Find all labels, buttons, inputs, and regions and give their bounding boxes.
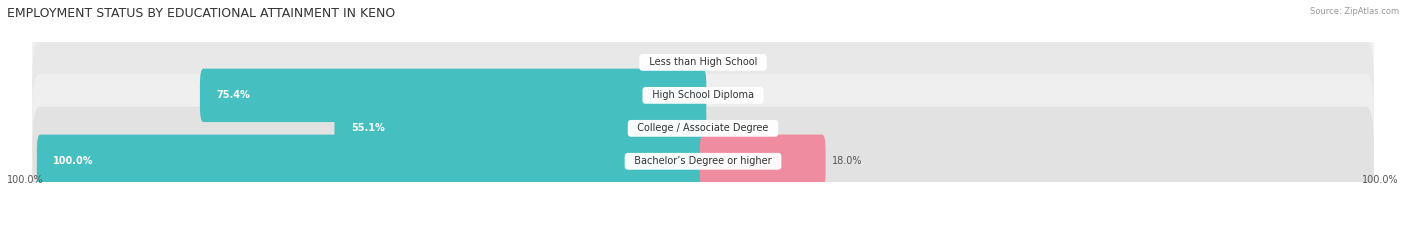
FancyBboxPatch shape [200, 69, 706, 122]
Text: 0.0%: 0.0% [713, 57, 737, 67]
Text: 0.0%: 0.0% [713, 90, 737, 100]
FancyBboxPatch shape [700, 135, 825, 188]
FancyBboxPatch shape [335, 102, 706, 155]
Text: 0.0%: 0.0% [669, 57, 693, 67]
FancyBboxPatch shape [32, 41, 1374, 150]
Text: EMPLOYMENT STATUS BY EDUCATIONAL ATTAINMENT IN KENO: EMPLOYMENT STATUS BY EDUCATIONAL ATTAINM… [7, 7, 395, 20]
Text: 55.1%: 55.1% [352, 123, 385, 133]
Text: 75.4%: 75.4% [217, 90, 250, 100]
FancyBboxPatch shape [37, 135, 706, 188]
FancyBboxPatch shape [32, 106, 1374, 216]
Text: 100.0%: 100.0% [1362, 175, 1399, 185]
FancyBboxPatch shape [32, 74, 1374, 183]
Text: 0.0%: 0.0% [713, 123, 737, 133]
Legend: In Labor Force, Unemployed: In Labor Force, Unemployed [605, 231, 801, 233]
Text: 18.0%: 18.0% [832, 156, 863, 166]
Text: College / Associate Degree: College / Associate Degree [631, 123, 775, 133]
Text: 100.0%: 100.0% [7, 175, 44, 185]
Text: Source: ZipAtlas.com: Source: ZipAtlas.com [1310, 7, 1399, 16]
Text: 100.0%: 100.0% [53, 156, 94, 166]
Text: Bachelor’s Degree or higher: Bachelor’s Degree or higher [628, 156, 778, 166]
Text: High School Diploma: High School Diploma [645, 90, 761, 100]
Text: Less than High School: Less than High School [643, 57, 763, 67]
FancyBboxPatch shape [32, 8, 1374, 117]
